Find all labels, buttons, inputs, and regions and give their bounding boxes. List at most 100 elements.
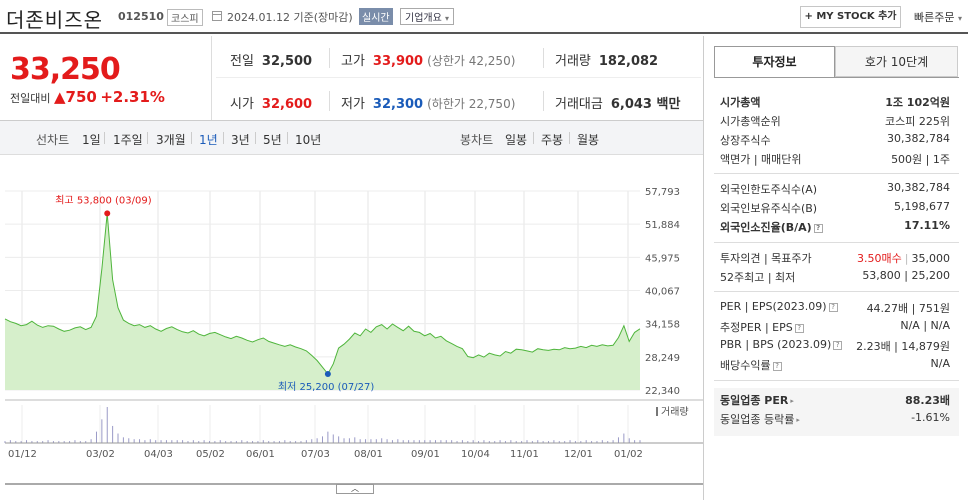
volume-bar <box>639 440 641 443</box>
info-row: PBR | BPS (2023.09)? 2.23배 | 14,879원 <box>720 338 950 356</box>
info-value-text: 35,000 <box>911 252 951 265</box>
info-row: 추정PER | EPS? N/A | N/A <box>720 319 950 337</box>
info-label-text: 투자의견 | 목표주가 <box>720 252 812 265</box>
volume-bar <box>182 440 184 443</box>
info-value-text: N/A <box>930 357 950 370</box>
candle-weekly[interactable]: 주봉 <box>541 133 564 147</box>
caret-right-icon[interactable]: ▸ <box>790 397 794 405</box>
candle-daily[interactable]: 일봉 <box>505 133 528 147</box>
divider <box>543 91 544 111</box>
info-value-text: 30,382,784 <box>887 181 950 194</box>
volume-bar <box>424 440 426 443</box>
peer-box <box>714 388 959 436</box>
info-label: 외국인보유주식수(B) <box>720 200 817 216</box>
divider <box>533 132 534 144</box>
info-label: 동일업종 PER ▸ <box>720 392 794 408</box>
x-tick-label: 10/04 <box>461 449 490 460</box>
period-1d[interactable]: 1일 <box>82 133 101 147</box>
volume-bar <box>397 439 399 443</box>
period-3y[interactable]: 3년 <box>231 133 250 147</box>
volume-bar <box>617 437 619 443</box>
add-my-stock-button[interactable]: + MY STOCK 추가 <box>800 6 901 28</box>
volume-bar <box>85 441 87 443</box>
period-10y[interactable]: 10년 <box>295 133 322 147</box>
info-value: 88.23배 <box>905 392 950 408</box>
volume-bar <box>542 441 544 443</box>
x-tick-label: 04/03 <box>144 449 173 460</box>
stat-label: 전일 <box>230 54 254 69</box>
info-value: 30,382,784 <box>887 132 950 145</box>
help-icon[interactable]: ? <box>772 361 782 371</box>
stock-name: 더존비즈온 <box>6 8 103 32</box>
period-3m[interactable]: 3개월 <box>156 133 186 147</box>
divider <box>714 77 959 78</box>
help-icon[interactable]: ? <box>794 323 804 333</box>
stock-code: 012510 <box>118 10 164 23</box>
period-1w[interactable]: 1주일 <box>113 133 143 147</box>
info-row: 동일업종 등락률 ▸ -1.61% <box>720 411 950 429</box>
volume-bar <box>15 441 17 443</box>
volume-bar <box>322 436 323 443</box>
volume-bar <box>289 441 291 443</box>
volume-bar <box>128 438 130 443</box>
period-1y[interactable]: 1년 <box>199 133 218 147</box>
info-label: 상장주식수 <box>720 132 771 148</box>
volume-bar <box>74 440 76 443</box>
caret-right-icon[interactable]: ▸ <box>796 416 800 424</box>
volume-bar <box>607 441 609 443</box>
realtime-button[interactable]: 실시간 <box>359 8 393 25</box>
info-label-text: 외국인보유주식수(B) <box>720 202 818 215</box>
stat-value: 32,500 <box>261 54 313 69</box>
info-label-text: 액면가 | 매매단위 <box>720 153 802 166</box>
period-5y[interactable]: 5년 <box>263 133 282 147</box>
price-summary: 33,250 <box>0 36 212 120</box>
volume-bar <box>445 440 447 443</box>
stat-sub: (상한가 42,250) <box>427 54 516 68</box>
volume-bar <box>106 407 108 443</box>
info-value-text: 53,800 | 25,200 <box>862 269 950 282</box>
help-icon[interactable]: ? <box>833 340 843 350</box>
price-line <box>4 213 641 375</box>
volume-bar <box>117 433 119 443</box>
calendar-icon <box>212 11 222 21</box>
info-row: 시가총액순위 코스피 225위 <box>720 113 950 131</box>
info-value-text: 30,382,784 <box>887 132 950 145</box>
volume-bar <box>52 441 54 443</box>
volume-bar <box>456 441 458 443</box>
volume-bar <box>435 440 437 443</box>
volume-bar <box>451 440 453 443</box>
info-value-text: 44.27배 | 751원 <box>866 302 950 315</box>
help-icon[interactable]: ? <box>828 302 838 312</box>
candle-chart-label: 봉차트 <box>460 133 494 147</box>
info-label: 액면가 | 매매단위 <box>720 151 802 167</box>
volume-bar <box>203 440 205 443</box>
info-value: -1.61% <box>911 411 950 424</box>
y-tick-label: 28,249 <box>645 353 680 364</box>
tab-investment-info[interactable]: 투자정보 <box>714 46 835 77</box>
volume-bar <box>133 439 135 443</box>
quick-order-dropdown[interactable]: 빠른주문 ▾ <box>914 9 962 25</box>
volume-bar <box>386 439 388 443</box>
volume-bar <box>278 441 280 443</box>
info-value: 5,198,677 <box>894 200 950 213</box>
x-tick-label: 07/03 <box>301 449 330 460</box>
y-tick-label: 34,158 <box>645 320 680 331</box>
chevron-up-icon[interactable]: ︿ <box>336 484 374 494</box>
volume-bar <box>418 440 420 443</box>
volume-bar <box>214 441 216 443</box>
volume-bar <box>408 440 410 443</box>
price-chart[interactable]: 57,793 51,884 45,975 40,067 34,158 28,249 22,3… <box>0 156 703 500</box>
price-area <box>5 213 640 390</box>
company-overview-dropdown[interactable]: 기업개요 ▾ <box>400 8 455 25</box>
volume-bar <box>155 440 157 443</box>
info-value: 53,800 | 25,200 <box>862 269 950 282</box>
stat-sub: (하한가 22,750) <box>427 97 516 111</box>
volume-bar <box>300 441 302 443</box>
help-icon[interactable]: ? <box>813 223 823 233</box>
candle-monthly[interactable]: 월봉 <box>577 133 600 147</box>
divider <box>714 291 959 292</box>
info-label: 동일업종 등락률 ▸ <box>720 411 800 427</box>
volume-bar <box>375 439 377 443</box>
volume-bar <box>526 440 528 443</box>
tab-order-book[interactable]: 호가 10단계 <box>835 46 958 77</box>
